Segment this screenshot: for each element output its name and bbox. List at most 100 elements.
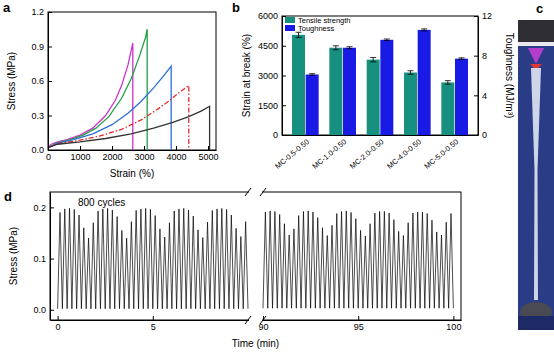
error-bar-cap: [346, 46, 352, 47]
error-bar: [346, 47, 352, 49]
axis: 01500300045006000: [258, 11, 286, 140]
error-bar-cap: [458, 59, 464, 60]
tick-mark: [282, 135, 286, 136]
y-axis-title: Strain at break (%): [241, 34, 252, 117]
error-bar-stem: [447, 81, 448, 85]
tick-mark: [48, 12, 52, 13]
bar: [441, 82, 454, 135]
tick-mark: [474, 16, 478, 17]
tick: 12: [474, 11, 492, 21]
axis-line: [50, 193, 51, 321]
tick-mark: [453, 316, 454, 320]
tick: 5: [151, 316, 156, 332]
axis-line: [283, 135, 479, 136]
error-bar: [408, 71, 414, 75]
error-bar: [458, 58, 464, 60]
tick: 2000: [102, 146, 122, 162]
series-line: [48, 106, 210, 150]
tick-label: 0.3: [31, 111, 44, 121]
bar: [306, 75, 319, 135]
tick-label: 0: [56, 322, 61, 332]
axis-break-mark: [245, 316, 251, 324]
error-bar-cap: [445, 84, 451, 85]
plot-data: [292, 29, 468, 135]
bar: [343, 48, 356, 135]
tick-mark: [282, 16, 286, 17]
tick-label: 1.2: [31, 7, 44, 17]
tick: 0.9: [31, 42, 52, 52]
axis-break-mark: [245, 188, 251, 196]
series-line: [48, 86, 189, 150]
axis: 0.0 0.1 0.2: [33, 193, 54, 321]
tick: 0: [56, 316, 61, 332]
tick: 1.2: [31, 7, 52, 17]
error-bar-cap: [408, 74, 414, 75]
panel-label: d: [4, 189, 12, 204]
legend: Tensile strengthToughness: [285, 16, 351, 33]
error-bar-cap: [384, 40, 390, 41]
tick-label: 1500: [258, 101, 278, 111]
axis-break-mark: [260, 316, 266, 324]
legend-swatch: [285, 17, 295, 23]
tick: 4500: [258, 41, 286, 51]
error-bar-cap: [458, 57, 464, 58]
tick-mark: [48, 116, 52, 117]
tick: 0.2: [33, 203, 54, 213]
error-bar-cap: [408, 70, 414, 71]
tick: 100: [446, 316, 461, 332]
tick: MC-4.0-0.50: [385, 137, 423, 171]
tick-label: 0.6: [31, 76, 44, 86]
tick-label: 3000: [134, 152, 154, 162]
plot-data: [48, 29, 210, 150]
error-bar-cap: [309, 73, 315, 74]
tick-mark: [112, 146, 113, 150]
tick: 3000: [134, 146, 154, 162]
tick: 6000: [258, 11, 286, 21]
bar: [380, 40, 393, 135]
tick: MC-0.5-0.50: [273, 137, 311, 171]
tick-label: MC-1.0-0.50: [311, 137, 349, 171]
tick-label: 8: [482, 51, 487, 61]
error-bar-stem: [335, 46, 336, 50]
panel-label: a: [3, 0, 11, 15]
tick: 0.1: [33, 254, 54, 264]
photo-clamp-top: [518, 20, 554, 44]
plot-frame: [282, 16, 478, 135]
tick-label: 3000: [258, 71, 278, 81]
axis: 04812: [474, 11, 492, 140]
tick-mark: [282, 46, 286, 47]
series-line: [263, 211, 453, 308]
axis: 0.0 0.3 0.6 0.9 1.2: [31, 7, 52, 155]
tick-mark: [282, 76, 286, 77]
error-bar-cap: [333, 49, 339, 50]
error-bar-cap: [370, 57, 376, 58]
tick: 4000: [166, 146, 186, 162]
tick-label: 4500: [258, 41, 278, 51]
error-bar-cap: [370, 61, 376, 62]
annotation: 800 cycles: [78, 197, 125, 208]
photo-base: [518, 316, 554, 330]
tick-label: 5: [151, 322, 156, 332]
tick-label: MC-0.5-0.50: [273, 137, 311, 171]
tick: 0.0: [33, 305, 54, 315]
error-bar-stem: [298, 32, 299, 37]
legend-swatch: [285, 25, 295, 31]
axis-line: [49, 150, 217, 151]
y2-axis-title: Toughness (MJ/m³): [504, 33, 515, 119]
error-bar-cap: [384, 39, 390, 40]
photo-background: [518, 20, 554, 330]
tick-mark: [474, 95, 478, 96]
tick: 0.0: [31, 145, 52, 155]
photo-bar: [518, 42, 554, 46]
plot-frame: [48, 12, 216, 150]
error-bar: [296, 32, 302, 37]
error-bar-stem: [410, 71, 411, 75]
tick-label: 0: [46, 152, 51, 162]
error-bar-cap: [333, 45, 339, 46]
y-axis-title: Stress (MPa): [6, 52, 17, 110]
panel-label: b: [232, 0, 240, 15]
tick-mark: [153, 316, 154, 320]
tick-mark: [474, 56, 478, 57]
photo: [518, 20, 554, 330]
tick-label: MC-5.0-0.50: [423, 137, 461, 171]
